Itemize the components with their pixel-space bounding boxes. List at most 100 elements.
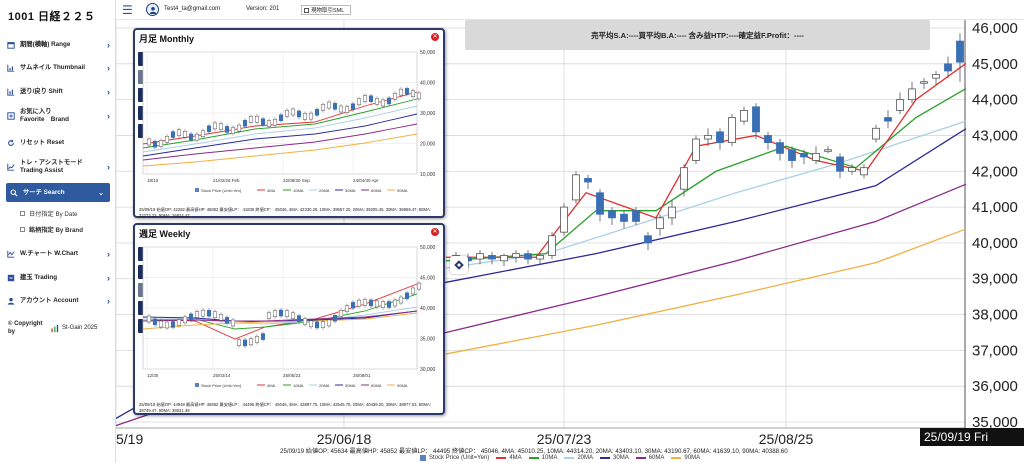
legend-swatch [635, 457, 646, 459]
y-tick-label: 50,000 [420, 50, 436, 56]
candle [260, 333, 266, 340]
date-tag: 25/09/19 Fri [920, 428, 1024, 446]
candle [752, 106, 760, 133]
candle [326, 319, 332, 327]
candle [788, 149, 796, 161]
candle [356, 299, 362, 307]
candle [344, 305, 350, 312]
subnav-by-date[interactable]: 日付指定 By Date [20, 209, 77, 218]
legend-swatch [564, 457, 575, 459]
candle [206, 125, 212, 133]
x-tick-label: 25/06/18 [317, 431, 372, 447]
legend-label: 4MA [267, 188, 276, 193]
candle [848, 167, 856, 172]
candle [152, 318, 158, 326]
subnav-by-date-label: 日付指定 By Date [29, 211, 78, 218]
close-icon[interactable]: ✕ [431, 33, 439, 41]
monthly-info: 25/09/19 始値OP: 42282 最高値HP: 45852 最安値LP：… [139, 207, 431, 218]
y-tick-label: 44,000 [972, 92, 1018, 109]
candle [728, 117, 736, 144]
nav-thumbnail[interactable]: サムネイル Thumbnail › [6, 63, 110, 73]
copyright-year: 2025 [84, 325, 98, 331]
nav-shift[interactable]: 送り/戻り Shift › [6, 87, 110, 97]
candle [668, 206, 676, 219]
ma90-line [445, 228, 967, 355]
nav-favorite[interactable]: お気に入り Favorite Brand › [6, 108, 110, 124]
nav-wchart[interactable]: W.チャート W.Chart › [6, 249, 110, 259]
weekly-info: 25/09/19 始値OP: 44948 最高値HP: 45852 最安値LP：… [139, 402, 431, 413]
legend-label: Stock Price (Unit=Yen) [429, 455, 490, 461]
y-tick-label: 41,000 [972, 199, 1018, 216]
legend-swatch [600, 457, 611, 459]
nav-trading[interactable]: 建玉 Trading › [6, 273, 110, 283]
y-tick-label: 50,000 [420, 245, 436, 251]
candle [416, 282, 422, 290]
candle [380, 301, 386, 308]
nav-reset-label: リセット Reset [20, 139, 65, 146]
y-tick-label: 39,000 [972, 271, 1018, 288]
candle [218, 314, 224, 321]
candle [380, 99, 386, 107]
copyright: © Copyright by St-Gain 2025 [8, 320, 112, 336]
candle [224, 317, 230, 324]
candle [290, 312, 296, 320]
chevron-down-icon: ⌄ [98, 189, 104, 197]
candle [410, 287, 416, 295]
candle [206, 309, 212, 317]
candle [932, 74, 940, 79]
legend-label: 4MA [509, 455, 522, 461]
monthly-title: 月足 Monthly [139, 34, 194, 44]
nav-shift-label: 送り/戻り Shift [20, 88, 63, 95]
nav-trading-label: 建玉 Trading [20, 274, 58, 281]
monthly-chart: 50,000 40,000 30,000 20,000 10,000 18/10 21/02… [142, 50, 436, 193]
legend-label: 60MA [371, 383, 382, 388]
candle [476, 253, 484, 260]
candle [680, 167, 688, 190]
avatar[interactable] [146, 3, 159, 16]
legend-label: Stock Price (Unit=Yen) [201, 383, 242, 388]
candle [824, 149, 832, 152]
y-tick-label: 30,000 [420, 111, 436, 117]
candle [956, 40, 964, 63]
candle [596, 192, 604, 215]
drawing-tool-icon[interactable] [450, 256, 468, 274]
wchart-icon [6, 249, 16, 259]
nav-account[interactable]: アカウント Account › [6, 296, 110, 306]
ma-line [142, 133, 418, 167]
hamburger-menu-icon[interactable]: ☰ [122, 3, 133, 17]
candle [326, 101, 332, 109]
candle [170, 321, 176, 328]
close-icon[interactable]: ✕ [431, 228, 439, 236]
chevron-right-icon: › [107, 63, 110, 73]
x-tick-label: 25/05/19 [116, 431, 143, 447]
ma-line [142, 312, 418, 330]
nav-range[interactable]: 期間(横軸) Range › [6, 40, 110, 50]
nav-search-label: サーチ Search [23, 188, 65, 196]
top-bar: ☰ Test4_ta@gmail.com Version: 201 現物取引SM… [116, 0, 1024, 20]
candle [188, 313, 194, 321]
candle [200, 130, 206, 137]
subnav-by-brand[interactable]: 銘柄指定 By Brand [20, 225, 83, 234]
legend-label: 30MA [345, 383, 356, 388]
candle [776, 142, 784, 154]
candle [920, 81, 928, 84]
candle [284, 310, 290, 317]
candle [386, 301, 392, 308]
y-tick-label: 35,000 [972, 414, 1018, 431]
stgain-logo-icon [50, 324, 60, 333]
sml-checkbox[interactable]: 現物取引SML [301, 5, 351, 15]
x-tick-label: 22/09/30 Sep [283, 178, 310, 183]
candle [398, 88, 404, 96]
candle [230, 127, 236, 134]
candle [800, 152, 808, 158]
nav-reset[interactable]: リセット Reset [6, 138, 110, 148]
candle [320, 321, 326, 328]
legend-label: 10MA [293, 188, 304, 193]
nav-assist[interactable]: トレ・アシストモード Trading Assist › [6, 159, 110, 175]
nav-search[interactable]: サーチ Search ⌄ [6, 183, 110, 202]
candle [158, 140, 164, 147]
ma-line [142, 123, 418, 161]
candle [302, 113, 308, 120]
ma10-line [445, 87, 967, 262]
candle [404, 292, 410, 300]
